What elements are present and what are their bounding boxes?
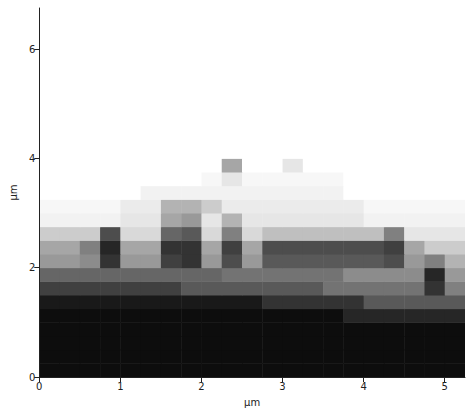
- svg-text:1: 1: [117, 381, 123, 392]
- svg-text:4: 4: [360, 381, 366, 392]
- svg-text:2: 2: [198, 381, 204, 392]
- svg-text:3: 3: [279, 381, 285, 392]
- svg-text:μm: μm: [8, 184, 19, 200]
- svg-text:0: 0: [36, 381, 42, 392]
- svg-text:0: 0: [29, 372, 35, 383]
- svg-text:4: 4: [29, 153, 35, 164]
- svg-text:6: 6: [29, 44, 35, 55]
- svg-text:2: 2: [29, 262, 35, 273]
- svg-text:5: 5: [442, 381, 448, 392]
- svg-text:μm: μm: [244, 397, 260, 408]
